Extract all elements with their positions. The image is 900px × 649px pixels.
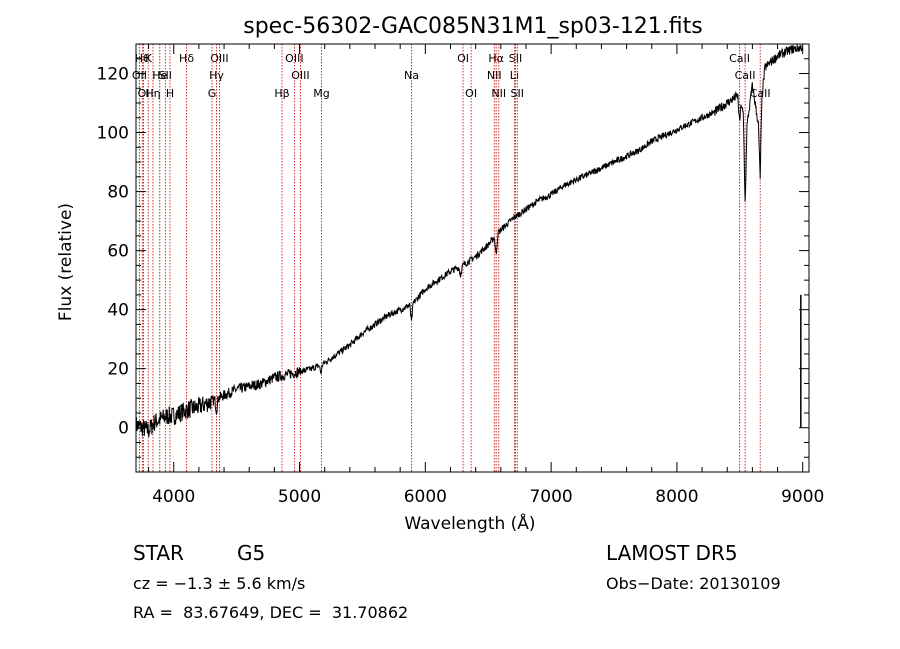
line-marker-label: OIII [285, 52, 303, 65]
line-marker-label: OII [132, 69, 147, 82]
x-tick-label: 8000 [655, 487, 698, 507]
y-axis-label: Flux (relative) [56, 203, 76, 321]
line-marker-label: Na [404, 69, 419, 82]
x-tick-label: 7000 [529, 487, 572, 507]
line-marker-label: CaII [735, 69, 756, 82]
line-marker-label: Li [510, 69, 519, 82]
line-marker-label: OI [457, 52, 469, 65]
y-tick-label: 0 [118, 419, 129, 439]
y-tick-label: 20 [107, 360, 129, 380]
x-axis: 4000 5000 6000 7000 8000 9000 [148, 44, 824, 507]
line-marker-label: OIII [291, 69, 309, 82]
line-marker-label: SII [159, 69, 172, 82]
line-marker-label: NII [491, 87, 506, 100]
x-tick-label: 5000 [278, 487, 321, 507]
line-marker-label: Mg [313, 87, 329, 100]
x-tick-label: 6000 [404, 487, 447, 507]
line-marker-label: G [208, 87, 217, 100]
x-tick-label: 9000 [781, 487, 824, 507]
y-tick-label: 60 [107, 242, 129, 262]
object-class: STAR [133, 541, 184, 565]
line-marker-label: Hη [145, 87, 160, 100]
line-marker-label: OI [465, 87, 477, 100]
line-marker-label: SII [509, 52, 522, 65]
series-spectrum-line [135, 43, 803, 437]
plot-frame [135, 43, 810, 473]
chart-title: spec-56302-GAC085N31M1_sp03-121.fits [243, 14, 703, 39]
coordinates: RA = 83.67649, DEC = 31.70862 [133, 603, 409, 622]
object-subclass: G5 [237, 541, 266, 565]
line-marker-label: Hγ [209, 69, 224, 82]
line-marker-label: Hθ [135, 52, 150, 65]
line-marker-label: SII [511, 87, 524, 100]
y-tick-label: 120 [97, 65, 129, 85]
line-marker-label: CaII [729, 52, 750, 65]
line-marker-label: OI [138, 87, 150, 100]
line-marker-label: H [166, 87, 174, 100]
line-marker-label: K [145, 52, 153, 65]
x-tick-label: 4000 [152, 487, 195, 507]
line-marker-label: Hδ [179, 52, 194, 65]
y-tick-label: 100 [97, 124, 129, 144]
obs-date: Obs−Date: 20130109 [606, 574, 781, 593]
y-tick-label: 80 [107, 183, 129, 203]
line-marker-label: Hα [488, 52, 504, 65]
line-marker-label: He [152, 69, 167, 82]
survey-name: LAMOST DR5 [606, 541, 738, 565]
line-marker-label: OIII [210, 52, 228, 65]
redshift-cz: cz = −1.3 ± 5.6 km/s [133, 574, 306, 593]
line-marker-label: Hβ [274, 87, 289, 100]
x-axis-label: Wavelength (Å) [404, 512, 535, 534]
y-axis: 0 20 40 60 80 100 120 [97, 43, 809, 458]
line-marker-label: CaII [750, 87, 771, 100]
y-tick-label: 40 [107, 301, 129, 321]
line-marker-label: NII [487, 69, 502, 82]
